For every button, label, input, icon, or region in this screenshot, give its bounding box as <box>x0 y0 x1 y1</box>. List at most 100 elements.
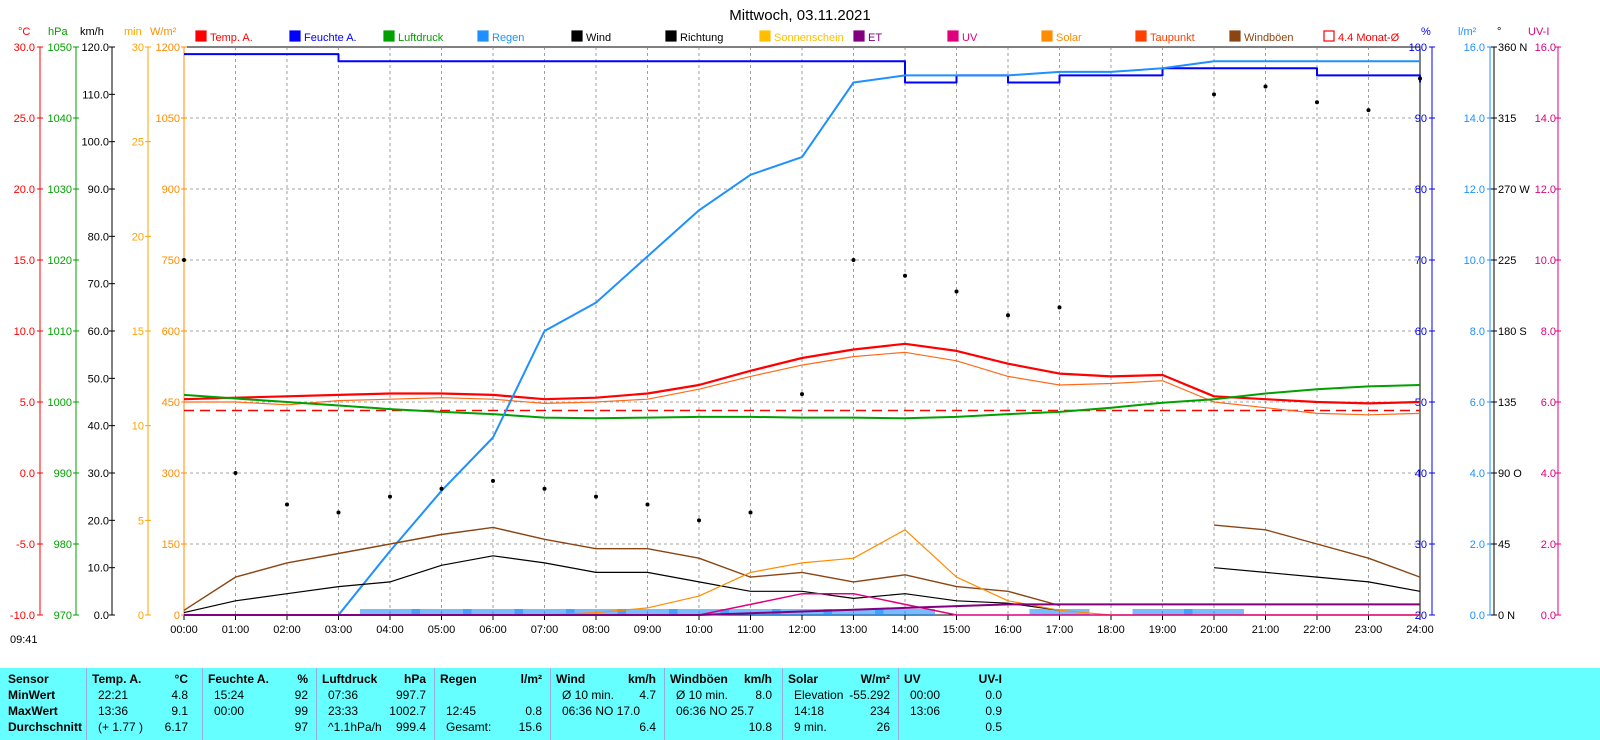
direction-dot <box>903 273 907 278</box>
direction-dot <box>336 510 341 515</box>
x-tick-label: 18:00 <box>1097 624 1125 636</box>
stats-cell: Wind <box>556 672 586 686</box>
temp-tick-label: -5.0 <box>16 539 35 551</box>
legend-swatch <box>195 30 207 42</box>
direction-tick-label: 315 <box>1498 113 1516 125</box>
legend-swatch <box>1323 30 1335 42</box>
stats-cell: 12:45 <box>446 704 477 718</box>
direction-tick-label: 270 W <box>1498 184 1530 196</box>
axes: 00:00 01:00 02:00 03:00 04:00 05:00 06:00 07:00… <box>10 26 1561 646</box>
stats-cell: 00:00 <box>910 688 941 702</box>
sun-tick-label: 20 <box>132 231 144 243</box>
stats-cell: 06:36 NO 17.0 <box>562 704 641 718</box>
rain-rate-bar <box>411 609 472 615</box>
stats-cell: 4.7 <box>639 688 656 702</box>
wind-tick-label: 80.0 <box>88 231 109 243</box>
x-tick-label: 06:00 <box>479 624 507 636</box>
direction-dot <box>645 502 650 507</box>
wind-tick-label: 90.0 <box>88 184 109 196</box>
legend-label: ET <box>868 32 882 44</box>
series-luftdruck <box>183 384 1421 420</box>
solar-tick-label: 1050 <box>156 113 180 125</box>
legend-label: Solar <box>1056 32 1082 44</box>
stats-cell: Ø 10 min. <box>676 688 729 702</box>
direction-dot <box>233 471 238 475</box>
uvi-tick-label: 10.0 <box>1535 255 1556 267</box>
legend: Temp. A. Feuchte A. Luftdruck Regen Wind Rich… <box>195 30 1400 44</box>
stats-cell: 22:21 <box>98 688 129 702</box>
x-tick-label: 14:00 <box>891 624 919 636</box>
stats-column-divider <box>664 668 665 740</box>
rain-tick-label: 10.0 <box>1464 255 1485 267</box>
rain-rate-bar <box>1184 609 1244 615</box>
legend-label: Regen <box>492 32 524 44</box>
stats-cell: 4.8 <box>171 688 188 702</box>
rain-tick-label: 12.0 <box>1464 184 1485 196</box>
x-tick-label: 09:00 <box>634 624 662 636</box>
stats-cell: Feuchte A. <box>208 672 269 686</box>
wind-tick-label: 10.0 <box>88 563 109 575</box>
stats-cell: 9 min. <box>794 720 827 734</box>
direction-dot <box>491 478 495 483</box>
temp-unit: °C <box>18 26 30 38</box>
stats-cell: 8.0 <box>755 688 772 702</box>
stats-cell: Luftdruck <box>322 672 378 686</box>
rain-tick-label: 0.0 <box>1470 610 1485 622</box>
stats-cell: 92 <box>294 688 308 702</box>
stats-cell: 26 <box>876 720 890 734</box>
direction-tick-label: 180 S <box>1498 326 1527 338</box>
stats-cell: MinWert <box>8 688 56 702</box>
stats-cell: UV <box>904 672 921 686</box>
legend-swatch <box>1229 30 1241 42</box>
stats-cell: Elevation <box>794 688 844 702</box>
series-wind <box>183 555 1421 614</box>
temp-tick-label: 15.0 <box>14 255 35 267</box>
stats-cell: 07:36 <box>328 688 359 702</box>
x-tick-label: 16:00 <box>994 624 1022 636</box>
stats-cell: 10.8 <box>748 720 772 734</box>
rain-rate-bar <box>1029 609 1090 615</box>
sun-tick-label: 10 <box>132 421 144 433</box>
stats-column-divider <box>782 668 783 740</box>
humidity-unit: % <box>1421 26 1431 38</box>
wind-tick-label: 40.0 <box>88 421 109 433</box>
pressure-tick-label: 970 <box>54 610 72 622</box>
rain-unit: l/m² <box>1458 26 1477 38</box>
stats-cell: Gesamt: <box>446 720 492 734</box>
stats-cell: Regen <box>440 672 477 686</box>
sun-tick-label: 25 <box>132 137 144 149</box>
x-tick-label: 04:00 <box>376 624 404 636</box>
pressure-tick-label: 1040 <box>48 113 72 125</box>
rain-tick-label: 4.0 <box>1470 468 1485 480</box>
stats-cell: 997.7 <box>395 688 426 702</box>
pressure-tick-label: 1010 <box>48 326 72 338</box>
stats-cell: 00:00 <box>214 704 245 718</box>
wind-tick-label: 0.0 <box>94 610 109 622</box>
uvi-tick-label: 12.0 <box>1535 184 1556 196</box>
direction-dot <box>285 502 289 507</box>
stats-cell: 97 <box>294 720 308 734</box>
direction-dot <box>1057 305 1062 310</box>
pressure-tick-label: 980 <box>54 539 72 551</box>
legend-swatch <box>289 30 301 42</box>
pressure-tick-label: 1050 <box>48 42 72 54</box>
humidity-tick-label: 30 <box>1415 539 1427 551</box>
temp-tick-label: 0.0 <box>20 468 35 480</box>
humidity-tick-label: 40 <box>1415 468 1427 480</box>
legend-label: Windböen <box>1244 32 1294 44</box>
legend-swatch <box>383 30 395 42</box>
temp-tick-label: 25.0 <box>14 113 35 125</box>
temp-tick-label: -10.0 <box>10 610 35 622</box>
legend-swatch <box>571 30 583 42</box>
stats-cell: 0.8 <box>525 704 542 718</box>
solar-tick-label: 1200 <box>156 42 180 54</box>
series-regen <box>184 60 1420 616</box>
solar-tick-label: 450 <box>162 397 180 409</box>
rain-rate-bar <box>463 609 523 615</box>
stats-cell: 0.5 <box>985 720 1002 734</box>
rain-rate-bar <box>1132 609 1193 615</box>
stats-cell: 9.1 <box>171 704 188 718</box>
x-tick-label: 13:00 <box>840 624 868 636</box>
sun-tick-label: 30 <box>132 42 144 54</box>
legend-label: UV <box>962 32 978 44</box>
